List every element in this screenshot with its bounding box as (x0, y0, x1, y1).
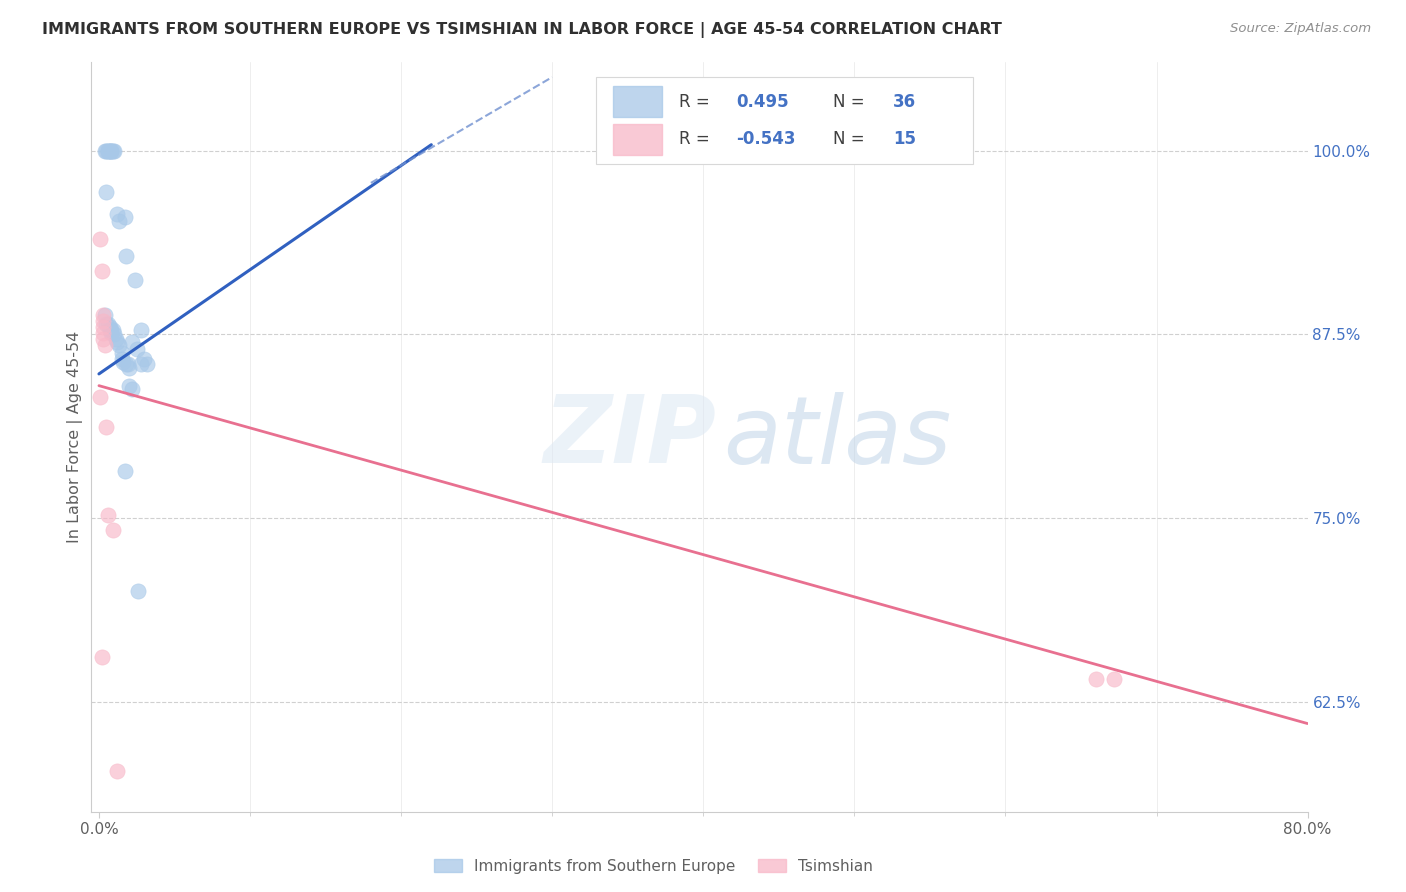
Point (97, 144, 120, 158)
Text: -0.543: -0.543 (735, 130, 796, 148)
Point (94, 144, 117, 158)
Point (136, 357, 159, 371)
Point (121, 382, 143, 396)
Point (100, 326, 122, 340)
Point (124, 273, 146, 287)
Text: 0.495: 0.495 (735, 93, 789, 111)
Point (110, 352, 132, 367)
Point (125, 342, 148, 356)
Point (105, 334, 128, 349)
Point (112, 355, 135, 369)
Point (121, 334, 143, 349)
Point (96, 317, 118, 331)
Point (110, 346, 132, 360)
Point (97, 508, 120, 522)
Text: ZIP: ZIP (543, 391, 716, 483)
Point (105, 890, 128, 892)
Point (127, 584, 149, 599)
Point (93, 314, 115, 328)
Point (134, 352, 156, 367)
Text: R =: R = (679, 130, 714, 148)
Point (100, 144, 122, 158)
Point (129, 323, 152, 337)
Point (118, 361, 141, 376)
Text: 36: 36 (893, 93, 915, 111)
Point (94, 308, 117, 322)
Point (1102, 673, 1125, 687)
Point (98, 323, 121, 337)
Point (115, 249, 138, 263)
Point (1085, 673, 1108, 687)
FancyBboxPatch shape (596, 78, 973, 163)
Point (114, 464, 136, 478)
Legend: Immigrants from Southern Europe, Tsimshian: Immigrants from Southern Europe, Tsimshi… (429, 853, 879, 880)
Point (107, 214, 129, 228)
Point (98, 144, 121, 158)
Point (91, 264, 114, 278)
Point (103, 144, 125, 158)
Point (101, 144, 124, 158)
Point (100, 323, 122, 337)
Point (104, 332, 127, 346)
Text: R =: R = (679, 93, 714, 111)
Point (93, 319, 115, 334)
Point (105, 207, 128, 221)
Point (97, 144, 120, 158)
Text: Source: ZipAtlas.com: Source: ZipAtlas.com (1230, 22, 1371, 36)
Text: atlas: atlas (724, 392, 952, 483)
Point (94, 337, 117, 351)
Text: 15: 15 (893, 130, 915, 148)
Text: IMMIGRANTS FROM SOUTHERN EUROPE VS TSIMSHIAN IN LABOR FORCE | AGE 45-54 CORRELAT: IMMIGRANTS FROM SOUTHERN EUROPE VS TSIMS… (42, 22, 1002, 38)
Point (115, 357, 138, 371)
Point (118, 378, 141, 392)
Point (97, 317, 120, 331)
Point (93, 308, 115, 322)
Point (114, 210, 136, 224)
Point (100, 144, 122, 158)
Point (129, 357, 152, 371)
Point (96, 144, 118, 158)
Text: N =: N = (834, 93, 870, 111)
Point (91, 650, 114, 665)
Point (93, 332, 115, 346)
FancyBboxPatch shape (613, 86, 662, 117)
Point (98, 319, 121, 334)
Point (105, 764, 128, 778)
Point (93, 326, 115, 340)
Point (89, 391, 111, 405)
Point (98, 144, 121, 158)
Point (117, 357, 139, 371)
Point (103, 327, 125, 342)
Point (96, 419, 118, 434)
Point (101, 523, 124, 537)
Point (96, 185, 118, 199)
Point (101, 323, 124, 337)
Point (107, 337, 129, 351)
Text: N =: N = (834, 130, 870, 148)
Y-axis label: In Labor Force | Age 45-54: In Labor Force | Age 45-54 (67, 331, 83, 543)
FancyBboxPatch shape (613, 124, 662, 155)
Point (89, 232, 111, 246)
